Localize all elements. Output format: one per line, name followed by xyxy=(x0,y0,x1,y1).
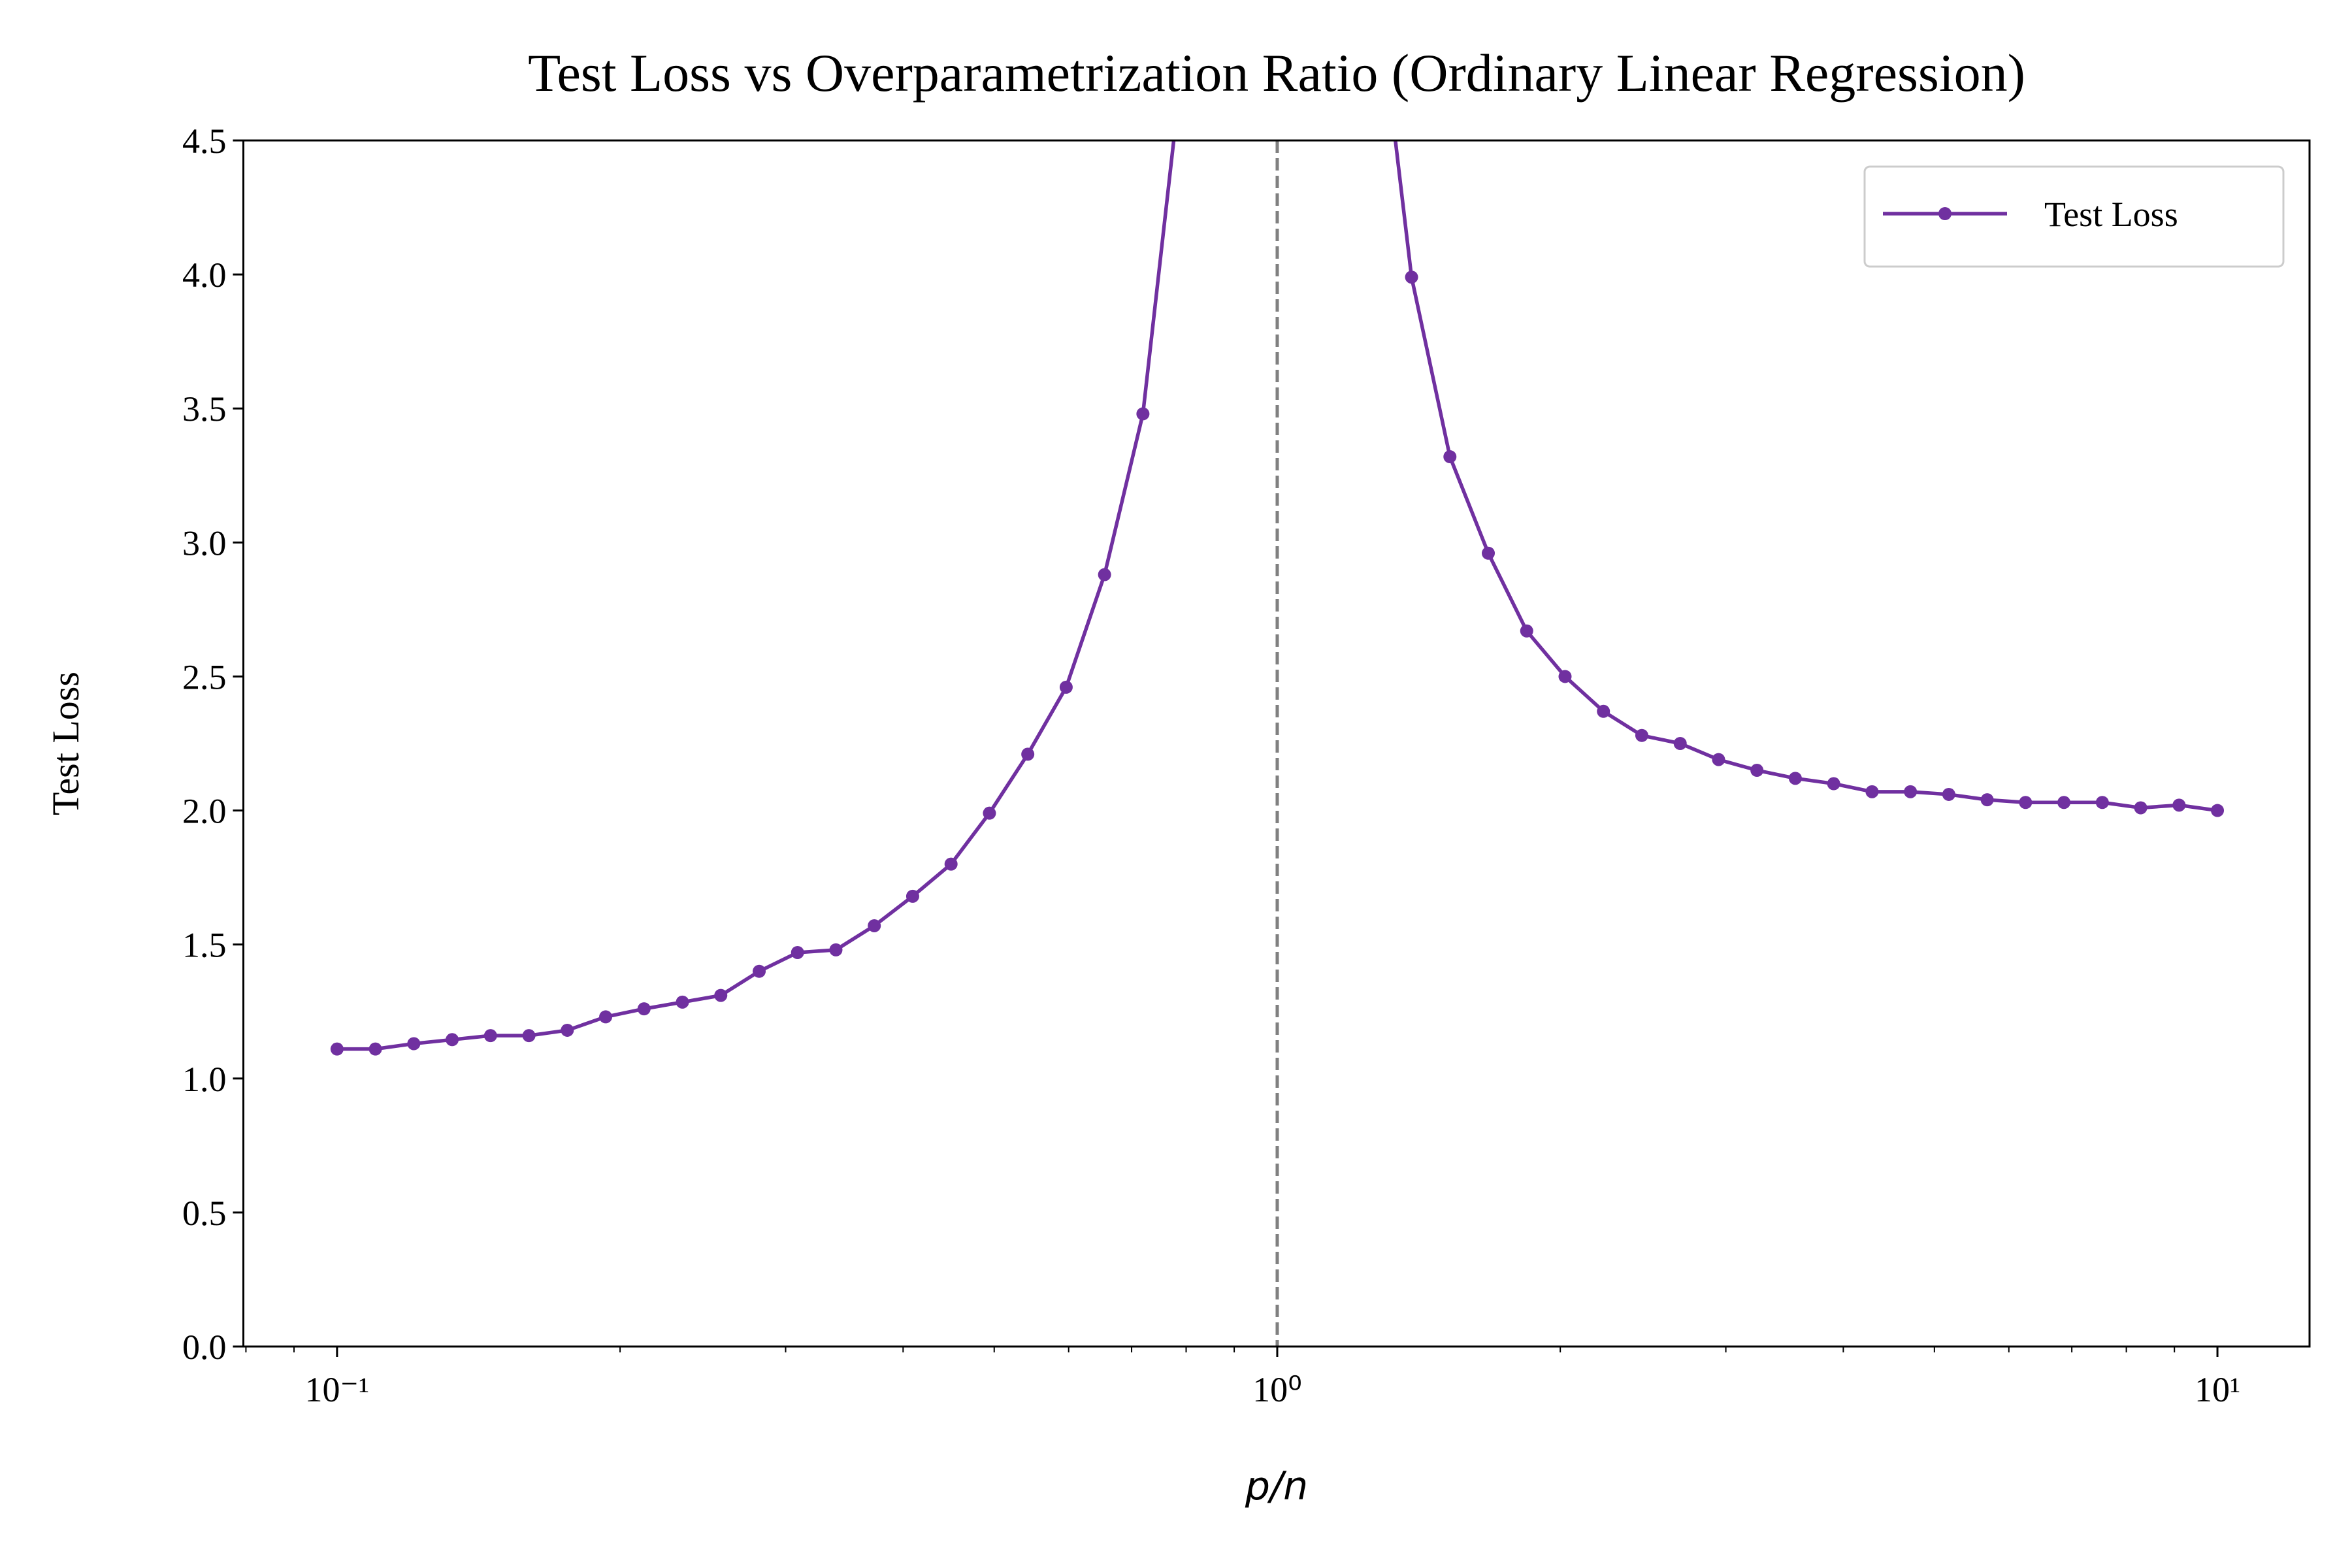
data-point xyxy=(1443,450,1457,464)
data-point xyxy=(1059,680,1073,694)
data-point xyxy=(1405,270,1418,284)
data-point xyxy=(1712,753,1725,766)
data-point xyxy=(1827,777,1840,791)
data-point xyxy=(1865,785,1879,798)
data-point xyxy=(561,1023,574,1037)
legend-label: Test Loss xyxy=(2044,195,2178,234)
data-point xyxy=(1482,546,1495,560)
data-point xyxy=(599,1010,613,1024)
y-tick-label: 1.5 xyxy=(182,926,227,965)
data-point xyxy=(2172,798,2186,812)
y-tick-label: 3.5 xyxy=(182,389,227,429)
data-point xyxy=(714,988,728,1002)
data-point xyxy=(1750,764,1764,777)
y-tick-label: 1.0 xyxy=(182,1060,227,1099)
data-point xyxy=(2211,804,2225,817)
data-point xyxy=(407,1037,421,1051)
plot-area xyxy=(330,140,2225,1347)
y-tick-label: 2.0 xyxy=(182,792,227,831)
data-point xyxy=(483,1029,497,1043)
data-point xyxy=(1021,747,1035,761)
x-tick-label: 10⁻¹ xyxy=(305,1370,370,1409)
data-point xyxy=(1558,670,1572,683)
data-point xyxy=(1635,728,1648,742)
data-point xyxy=(1136,407,1150,421)
data-point xyxy=(1980,793,1994,807)
data-point xyxy=(2134,801,2148,815)
y-tick-label: 4.0 xyxy=(182,255,227,295)
data-point xyxy=(868,919,881,932)
data-point xyxy=(368,1042,382,1056)
data-point xyxy=(446,1033,459,1047)
y-tick-label: 0.0 xyxy=(182,1328,227,1367)
data-point xyxy=(944,857,958,871)
data-point xyxy=(1942,787,1955,801)
y-tick-label: 0.5 xyxy=(182,1194,227,1233)
legend-marker xyxy=(1938,207,1952,220)
data-point xyxy=(906,889,919,903)
y-tick-label: 4.5 xyxy=(182,122,227,161)
data-point xyxy=(1788,772,1802,785)
y-tick-label: 3.0 xyxy=(182,523,227,563)
data-point xyxy=(2095,796,2109,809)
data-point xyxy=(2057,796,2071,809)
legend-box xyxy=(1863,165,2285,268)
x-tick-label: 10⁰ xyxy=(1252,1370,1302,1409)
x-tick-label: 10¹ xyxy=(2195,1370,2240,1409)
y-axis-label: Test Loss xyxy=(44,672,87,815)
data-point xyxy=(1904,785,1918,798)
data-point xyxy=(1098,568,1111,581)
data-point xyxy=(2019,796,2033,809)
data-point xyxy=(829,943,843,956)
data-point xyxy=(1520,624,1533,638)
data-point xyxy=(983,806,996,820)
data-point xyxy=(1673,737,1687,750)
data-point xyxy=(753,964,766,978)
data-point xyxy=(791,945,804,959)
data-point xyxy=(330,1042,344,1056)
x-axis-label: p/n xyxy=(1245,1463,1308,1509)
data-point xyxy=(676,995,689,1009)
chart-title: Test Loss vs Overparametrization Ratio (… xyxy=(528,43,2025,103)
data-point xyxy=(522,1029,536,1043)
data-point xyxy=(637,1002,651,1016)
data-point xyxy=(1597,704,1610,718)
y-tick-label: 2.5 xyxy=(182,657,227,696)
